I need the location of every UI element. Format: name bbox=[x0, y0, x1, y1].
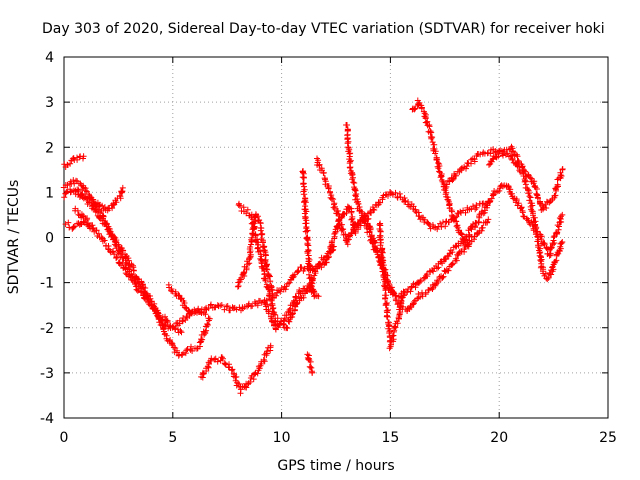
series-markers bbox=[165, 281, 270, 318]
x-tick-label: 25 bbox=[599, 430, 617, 446]
series-markers bbox=[61, 153, 87, 170]
x-tick-label: 10 bbox=[273, 430, 291, 446]
series-arc-21 bbox=[469, 182, 566, 259]
x-tick-label: 20 bbox=[490, 430, 508, 446]
series-arc-7 bbox=[165, 281, 270, 318]
series-arc-2 bbox=[60, 177, 213, 359]
series-markers bbox=[72, 184, 126, 214]
series-arc-19 bbox=[409, 97, 472, 250]
y-tick-label: 2 bbox=[45, 140, 54, 156]
series-arc-13 bbox=[304, 351, 316, 376]
series-arc-8 bbox=[198, 342, 274, 397]
series-markers bbox=[343, 122, 477, 300]
series-markers bbox=[376, 220, 407, 352]
grid-lines bbox=[64, 57, 608, 418]
series-markers bbox=[304, 351, 316, 376]
x-axis-label: GPS time / hours bbox=[277, 458, 394, 474]
series-markers bbox=[441, 146, 566, 213]
series-arc-14 bbox=[314, 155, 350, 245]
data-series bbox=[60, 97, 566, 397]
series-markers bbox=[469, 182, 566, 259]
series-markers bbox=[409, 97, 472, 250]
series-markers bbox=[344, 212, 492, 314]
x-tick-label: 15 bbox=[381, 430, 399, 446]
y-axis-label: SDTVAR / TECUs bbox=[6, 180, 22, 295]
y-tick-label: -2 bbox=[40, 321, 54, 337]
series-markers bbox=[314, 155, 350, 245]
series-arc-18 bbox=[376, 220, 407, 352]
y-tick-label: -4 bbox=[40, 411, 54, 427]
series-arc-12 bbox=[299, 168, 318, 300]
series-arc-1 bbox=[61, 153, 87, 170]
axis-ticks: 0 5 10 15 20 25 -4 -3 -2 -1 0 1 2 3 4 bbox=[40, 50, 617, 446]
y-tick-label: -1 bbox=[40, 276, 54, 292]
y-tick-label: 1 bbox=[45, 185, 54, 201]
series-markers bbox=[299, 168, 318, 300]
y-tick-label: 0 bbox=[45, 231, 54, 247]
y-tick-label: -3 bbox=[40, 366, 54, 382]
series-arc-22 bbox=[486, 143, 566, 283]
series-markers bbox=[486, 143, 566, 283]
series-arc-6 bbox=[72, 205, 185, 336]
series-markers bbox=[72, 205, 185, 336]
y-tick-label: 4 bbox=[45, 50, 54, 66]
series-arc-16 bbox=[344, 212, 492, 314]
series-markers bbox=[60, 177, 213, 359]
x-tick-label: 5 bbox=[168, 430, 177, 446]
series-arc-5 bbox=[72, 184, 126, 214]
series-markers bbox=[198, 342, 274, 397]
chart-title: Day 303 of 2020, Sidereal Day-to-day VTE… bbox=[42, 21, 605, 37]
series-arc-15 bbox=[343, 122, 477, 300]
series-arc-20 bbox=[441, 146, 566, 213]
y-tick-label: 3 bbox=[45, 95, 54, 111]
x-tick-label: 0 bbox=[60, 430, 69, 446]
